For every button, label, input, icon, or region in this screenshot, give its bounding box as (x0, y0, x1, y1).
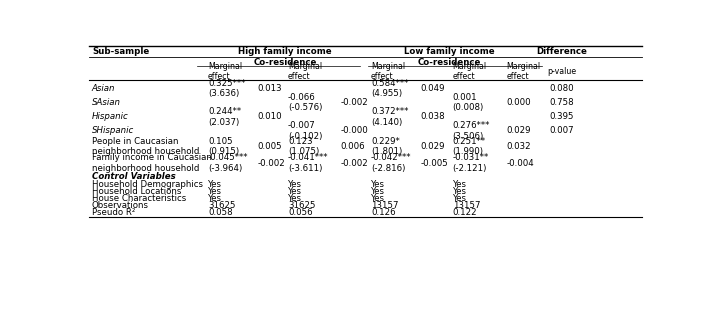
Text: 0.038: 0.038 (421, 112, 446, 122)
Text: 0.006: 0.006 (341, 142, 365, 151)
Text: Family income in Caucasian
neighborhood household: Family income in Caucasian neighborhood … (92, 153, 212, 173)
Text: House Characteristics: House Characteristics (92, 194, 186, 203)
Text: Yes: Yes (453, 187, 467, 196)
Text: 13157: 13157 (453, 201, 481, 210)
Text: Control Variables: Control Variables (92, 172, 175, 181)
Text: 0.395: 0.395 (549, 112, 574, 122)
Text: -0.041***
(-3.611): -0.041*** (-3.611) (288, 153, 329, 173)
Text: 0.010: 0.010 (257, 112, 282, 122)
Text: 0.126: 0.126 (371, 208, 396, 217)
Text: -0.031**
(-2.121): -0.031** (-2.121) (453, 153, 489, 173)
Text: 0.758: 0.758 (549, 98, 574, 107)
Text: High family income: High family income (238, 47, 332, 56)
Text: -0.066
(-0.576): -0.066 (-0.576) (288, 93, 322, 113)
Text: Difference: Difference (536, 47, 587, 56)
Text: Yes: Yes (288, 194, 302, 203)
Text: 0.058: 0.058 (208, 208, 232, 217)
Text: Marginal
effect: Marginal effect (208, 62, 242, 81)
Text: Observations: Observations (92, 201, 149, 210)
Text: Asian: Asian (92, 84, 116, 93)
Text: -0.000: -0.000 (341, 127, 369, 136)
Text: Marginal
effect: Marginal effect (506, 62, 540, 81)
Text: 0.005: 0.005 (257, 142, 282, 151)
Text: Yes: Yes (453, 179, 467, 188)
Text: 0.007: 0.007 (549, 127, 574, 136)
Text: 0.032: 0.032 (506, 142, 531, 151)
Text: Marginal
effect: Marginal effect (371, 62, 405, 81)
Text: -0.002: -0.002 (341, 159, 369, 167)
Text: -0.005: -0.005 (421, 159, 448, 167)
Text: 0.080: 0.080 (549, 84, 574, 93)
Text: Hispanic: Hispanic (92, 112, 128, 122)
Text: 13157: 13157 (371, 201, 399, 210)
Text: Yes: Yes (208, 179, 222, 188)
Text: Sub-sample: Sub-sample (92, 47, 149, 56)
Text: 0.013: 0.013 (257, 84, 282, 93)
Text: Yes: Yes (453, 194, 467, 203)
Text: 0.251**
(1.990): 0.251** (1.990) (453, 137, 486, 156)
Text: Household Demographics: Household Demographics (92, 179, 203, 188)
Text: -0.045***
(-3.964): -0.045*** (-3.964) (208, 153, 248, 173)
Text: Yes: Yes (371, 187, 385, 196)
Text: 0.122: 0.122 (453, 208, 477, 217)
Text: SHispanic: SHispanic (92, 127, 134, 136)
Text: -0.042***
(-2.816): -0.042*** (-2.816) (371, 153, 411, 173)
Text: 31625: 31625 (208, 201, 235, 210)
Text: 0.105
(0.915): 0.105 (0.915) (208, 137, 239, 156)
Text: 0.029: 0.029 (421, 142, 445, 151)
Text: People in Caucasian
neighborhood household: People in Caucasian neighborhood househo… (92, 137, 199, 156)
Text: 0.000: 0.000 (506, 98, 531, 107)
Text: Yes: Yes (371, 179, 385, 188)
Text: Yes: Yes (288, 179, 302, 188)
Text: 0.001
(0.008): 0.001 (0.008) (453, 93, 484, 113)
Text: -0.002: -0.002 (341, 98, 369, 107)
Text: Yes: Yes (371, 194, 385, 203)
Text: SAsian: SAsian (92, 98, 121, 107)
Text: Household Locations: Household Locations (92, 187, 181, 196)
Text: 0.244**
(2.037): 0.244** (2.037) (208, 107, 241, 127)
Text: 31625: 31625 (288, 201, 316, 210)
Text: Low family income: Low family income (404, 47, 495, 56)
Text: 0.029: 0.029 (506, 127, 530, 136)
Text: 0.056: 0.056 (288, 208, 313, 217)
Text: 0.325***
(3.636): 0.325*** (3.636) (208, 79, 245, 98)
Text: -0.002: -0.002 (257, 159, 285, 167)
Text: 0.123
(1.075): 0.123 (1.075) (288, 137, 319, 156)
Text: Yes: Yes (288, 187, 302, 196)
Text: -0.004: -0.004 (506, 159, 534, 167)
Text: Pseudo R²: Pseudo R² (92, 208, 135, 217)
Text: -0.007
(-0.102): -0.007 (-0.102) (288, 121, 322, 141)
Text: Co-residence: Co-residence (254, 58, 317, 67)
Text: 0.372***
(4.140): 0.372*** (4.140) (371, 107, 409, 127)
Text: 0.276***
(3.506): 0.276*** (3.506) (453, 121, 490, 141)
Text: 0.584***
(4.955): 0.584*** (4.955) (371, 79, 409, 98)
Text: p-value: p-value (547, 67, 576, 76)
Text: 0.229*
(1.801): 0.229* (1.801) (371, 137, 402, 156)
Text: Co-residence: Co-residence (418, 58, 481, 67)
Text: Yes: Yes (208, 187, 222, 196)
Text: Marginal
effect: Marginal effect (453, 62, 487, 81)
Text: 0.049: 0.049 (421, 84, 445, 93)
Text: Yes: Yes (208, 194, 222, 203)
Text: Marginal
effect: Marginal effect (288, 62, 322, 81)
